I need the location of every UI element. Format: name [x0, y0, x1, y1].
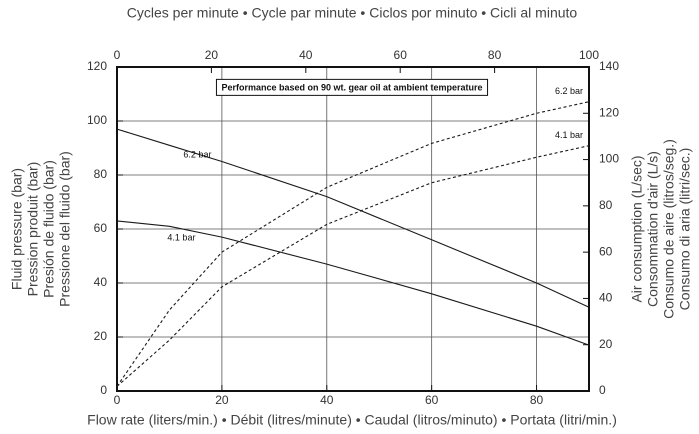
- x-axis-title: Flow rate (liters/min.) • Débit (litres/…: [87, 412, 617, 428]
- y-tick-label: 60: [94, 221, 108, 235]
- y2-tick-label: 80: [599, 198, 613, 212]
- series-label: 6.2 bar: [183, 150, 211, 160]
- x-tick-label: 60: [425, 393, 439, 407]
- x2-tick-label: 40: [299, 48, 313, 62]
- y2-tick-label: 140: [599, 59, 619, 73]
- annotation-box: [215, 78, 489, 96]
- x2-tick-label: 100: [579, 48, 599, 62]
- y-tick-label: 40: [94, 275, 108, 289]
- y-axis-title: Pressione del fluido (bar): [57, 151, 73, 307]
- y2-axis-title: Consumo di aria (litri/sec.): [677, 148, 693, 311]
- y-tick-label: 100: [87, 113, 107, 127]
- y2-axis-title: Consumo de aire (litros/seg.): [661, 139, 677, 319]
- series-label: 4.1 bar: [555, 130, 583, 140]
- top-axis-title: Cycles per minute • Cycle par minute • C…: [127, 5, 578, 21]
- series-line: [116, 220, 590, 346]
- y-tick-label: 80: [94, 167, 108, 181]
- series-label: 6.2 bar: [555, 86, 583, 96]
- y2-tick-label: 120: [599, 105, 619, 119]
- x2-tick-label: 80: [488, 48, 502, 62]
- y-tick-label: 120: [87, 59, 107, 73]
- y2-tick-label: 0: [599, 383, 606, 397]
- y2-axis-title: Consommation d'air (L/s): [645, 151, 661, 307]
- x2-tick-label: 60: [394, 48, 408, 62]
- y2-tick-label: 60: [599, 244, 613, 258]
- y2-tick-label: 100: [599, 152, 619, 166]
- x-tick-label: 20: [215, 393, 229, 407]
- series-label: 4.1 bar: [167, 233, 195, 243]
- x2-tick-label: 20: [205, 48, 219, 62]
- y2-tick-label: 20: [599, 337, 613, 351]
- x2-tick-label: 0: [114, 48, 121, 62]
- y-axis-title: Fluid pressure (bar): [9, 168, 25, 290]
- y-axis-title: Pression produit (bar): [25, 162, 41, 297]
- series-line: [116, 145, 590, 387]
- annotation: Performance based on 90 wt. gear oil at …: [221, 82, 482, 92]
- x-tick-label: 0: [114, 393, 121, 407]
- y2-axis-title: Air consumption (L/sec): [629, 155, 645, 302]
- y-axis-title: Presión de fluido (bar): [41, 160, 57, 298]
- x-tick-label: 40: [320, 393, 334, 407]
- series-line: [116, 128, 590, 308]
- series-line: [116, 101, 590, 387]
- y-tick-label: 20: [94, 329, 108, 343]
- x-tick-label: 80: [530, 393, 544, 407]
- y2-tick-label: 40: [599, 291, 613, 305]
- y-tick-label: 0: [100, 383, 107, 397]
